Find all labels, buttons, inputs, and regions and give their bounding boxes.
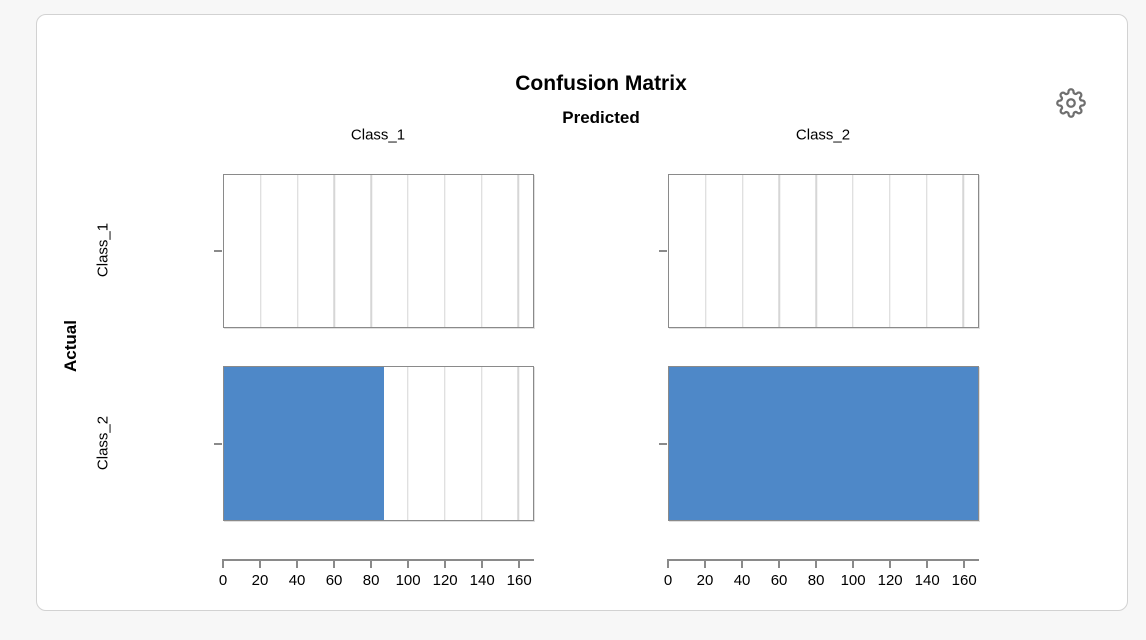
- gridline: [517, 175, 520, 327]
- x-axis-tick-label: 160: [951, 572, 977, 589]
- x-axis-tick-label: 40: [733, 572, 751, 589]
- x-axis-tick: [222, 559, 224, 568]
- x-axis-tick: [889, 559, 892, 568]
- gridline: [480, 175, 483, 327]
- x-axis-tick: [741, 559, 744, 568]
- gridline: [370, 175, 372, 327]
- x-axis-tick-label: 160: [506, 572, 532, 589]
- x-axis-tick: [444, 559, 447, 568]
- x-axis-tick: [259, 559, 262, 568]
- gridline: [480, 367, 483, 520]
- y-axis-tick: [659, 442, 667, 445]
- x-axis-tick-label: 100: [395, 572, 421, 589]
- x-axis-tick-label: 60: [770, 572, 788, 589]
- x-axis-tick: [667, 559, 669, 568]
- x-axis-line: [223, 559, 534, 561]
- cell-actual-class1-pred-class1: [214, 174, 534, 328]
- x-axis-tick: [370, 559, 373, 568]
- gridline: [705, 175, 707, 327]
- gridline: [407, 175, 409, 327]
- chart-title: Confusion Matrix: [515, 72, 687, 95]
- x-axis-left: 0 20 40 60 80 100 120 140 160: [219, 559, 534, 593]
- gridline: [407, 367, 409, 520]
- settings-gear-button[interactable]: [1054, 87, 1088, 121]
- col-label-class-2: Class_2: [795, 126, 851, 144]
- x-axis-tick-label: 100: [840, 572, 866, 589]
- x-axis-tick: [333, 559, 336, 568]
- x-axis-tick-label: 140: [914, 572, 940, 589]
- cell-actual-class2-pred-class2: [659, 366, 979, 521]
- x-axis-tick-label: 120: [877, 572, 903, 589]
- gridline: [815, 175, 817, 327]
- x-axis-tick-label: 120: [432, 572, 458, 589]
- count-bar: [669, 367, 978, 520]
- x-axis-tick-label: 0: [663, 572, 673, 589]
- x-axis-right: 0 20 40 60 80 100 120 140 160: [664, 559, 979, 593]
- gridline: [925, 175, 928, 327]
- count-bar: [224, 367, 385, 520]
- gridline: [852, 175, 854, 327]
- x-axis-tick: [704, 559, 707, 568]
- x-axis-tick: [296, 559, 299, 568]
- col-label-class-1: Class_1: [350, 126, 406, 144]
- y-axis-tick: [659, 250, 667, 252]
- gridline: [778, 175, 781, 327]
- y-axis-tick: [214, 250, 222, 252]
- chart-card: Confusion Matrix Predicted Class_1 Class…: [36, 14, 1128, 611]
- gridline: [443, 175, 446, 327]
- gear-icon: [1056, 87, 1086, 118]
- gridline: [888, 175, 891, 327]
- row-label-class-1: Class_1: [94, 222, 112, 278]
- x-axis-tick-label: 40: [288, 572, 306, 589]
- x-axis-tick-label: 20: [251, 572, 269, 589]
- x-axis-tick-label: 80: [362, 572, 380, 589]
- y-axis-tick: [214, 442, 222, 445]
- gridline: [296, 175, 299, 327]
- gridline: [741, 175, 744, 327]
- x-axis-tick-label: 20: [696, 572, 714, 589]
- x-axis-tick: [481, 559, 484, 568]
- x-axis-tick: [963, 559, 966, 568]
- x-axis-tick-label: 0: [218, 572, 228, 589]
- row-label-class-2: Class_2: [94, 415, 112, 471]
- cell-actual-class1-pred-class2: [659, 174, 979, 328]
- cell-actual-class2-pred-class1: [214, 366, 534, 521]
- gridline: [443, 367, 446, 520]
- gridline: [962, 175, 965, 327]
- x-axis-tick: [778, 559, 781, 568]
- x-axis-tick-label: 80: [807, 572, 825, 589]
- x-axis-tick: [926, 559, 929, 568]
- x-axis-tick: [852, 559, 855, 568]
- x-axis-tick: [518, 559, 521, 568]
- x-axis-tick: [815, 559, 818, 568]
- x-axis-tick-label: 140: [469, 572, 495, 589]
- x-axis-tick-label: 60: [325, 572, 343, 589]
- y-axis-title: Actual: [61, 320, 80, 372]
- gridline: [333, 175, 336, 327]
- gridline: [517, 367, 520, 520]
- x-axis-line: [668, 559, 979, 561]
- gridline: [260, 175, 262, 327]
- x-axis-title: Predicted: [562, 108, 640, 127]
- x-axis-tick: [407, 559, 410, 568]
